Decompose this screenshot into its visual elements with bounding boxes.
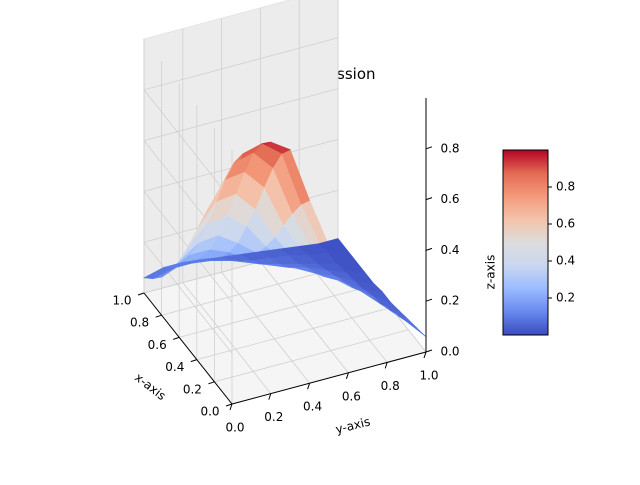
y-tick <box>423 351 427 359</box>
x-axis-label: x-axis <box>132 370 169 403</box>
z-tick <box>425 247 433 251</box>
y-tick <box>229 403 233 411</box>
x-tick <box>173 336 180 340</box>
y-tick-label: 1.0 <box>419 369 438 383</box>
surface-patch <box>142 267 174 280</box>
z-tick-label: 0.6 <box>440 192 459 206</box>
z-tick <box>425 349 433 353</box>
x-tick <box>155 314 162 318</box>
y-tick-label: 0.0 <box>225 421 244 435</box>
x-tick-label: 0.2 <box>183 382 202 396</box>
colorbar-tick-label: 0.6 <box>556 217 575 231</box>
y-tick-label: 0.2 <box>264 410 283 424</box>
gridline-z <box>143 88 339 252</box>
y-tick-label: 0.4 <box>303 400 322 414</box>
z-tick-label: 0.0 <box>440 345 459 359</box>
x-tick-label: 0.4 <box>165 360 184 374</box>
z-axis-label: z-axis <box>484 255 498 290</box>
x-tick <box>190 359 197 363</box>
y-tick-label: 0.8 <box>381 379 400 393</box>
y-tick <box>307 383 311 390</box>
y-axis-label: y-axis <box>334 414 372 436</box>
x-tick-label: 0.8 <box>130 316 149 330</box>
colorbar-tick-label: 0.4 <box>556 254 575 268</box>
z-tick-label: 0.2 <box>440 294 459 308</box>
x-tick <box>225 403 233 407</box>
z-tick-label: 0.8 <box>440 141 459 155</box>
x-tick-label: 0.6 <box>148 338 167 352</box>
axes-3d: 0.00.20.40.60.81.00.00.20.40.60.81.00.00… <box>112 0 498 437</box>
colorbar: 0.2 0.4 0.6 0.8 <box>502 149 575 336</box>
z-tick-label: 0.4 <box>440 243 459 257</box>
y-axis-line <box>231 351 427 405</box>
x-tick <box>208 381 215 385</box>
x-axis-line <box>143 292 233 405</box>
z-tick <box>425 146 433 150</box>
y-tick-label: 0.6 <box>342 389 361 403</box>
y-tick <box>268 393 272 400</box>
colorbar-gradient <box>502 149 549 336</box>
z-tick <box>425 197 433 201</box>
x-tick-label: 0.0 <box>200 405 219 419</box>
x-tick-label: 1.0 <box>112 294 131 308</box>
y-tick <box>345 372 349 379</box>
y-tick <box>384 362 388 369</box>
gridline-z <box>143 37 339 202</box>
colorbar-tick-label: 0.2 <box>556 291 575 305</box>
z-tick <box>425 298 433 302</box>
colorbar-tick-label: 0.8 <box>556 180 575 194</box>
x-tick <box>137 292 145 296</box>
